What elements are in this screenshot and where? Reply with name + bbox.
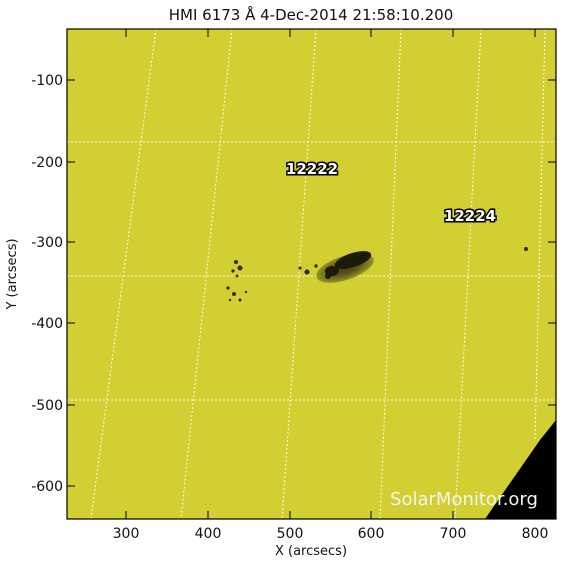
x-tick-label: 500 — [277, 526, 304, 542]
sunspot-12224 — [524, 247, 528, 251]
y-tick-label: -100 — [31, 73, 63, 89]
sunspot-cluster-west — [226, 260, 248, 302]
x-tick-label: 300 — [113, 526, 140, 542]
sunspot-group-12222 — [298, 251, 374, 283]
x-axis-ticks — [125, 29, 536, 519]
y-tick-label: -300 — [31, 235, 63, 251]
y-axis-title: Y (arcsecs) — [5, 238, 20, 310]
solar-disk — [67, 29, 556, 519]
y-axis-ticks — [67, 79, 556, 487]
off-limb-region — [485, 420, 556, 519]
grid-latitude-lines — [67, 141, 556, 401]
active-region-label-12224: 12224 — [444, 207, 496, 225]
y-tick-label: -400 — [31, 316, 63, 332]
x-tick-label: 700 — [440, 526, 467, 542]
watermark: SolarMonitor.org — [390, 489, 538, 510]
active-region-label-12222: 12222 — [286, 160, 338, 178]
x-tick-label: 400 — [195, 526, 222, 542]
x-tick-label: 800 — [522, 526, 549, 542]
y-tick-label: -500 — [31, 398, 63, 414]
x-tick-label: 600 — [358, 526, 385, 542]
grid-longitude-lines — [90, 29, 546, 519]
x-axis-title: X (arcsecs) — [275, 544, 347, 559]
plot-frame — [66, 28, 557, 520]
y-tick-label: -600 — [31, 479, 63, 495]
y-tick-label: -200 — [31, 155, 63, 171]
image-title: HMI 6173 Å 4-Dec-2014 21:58:10.200 — [169, 5, 454, 24]
